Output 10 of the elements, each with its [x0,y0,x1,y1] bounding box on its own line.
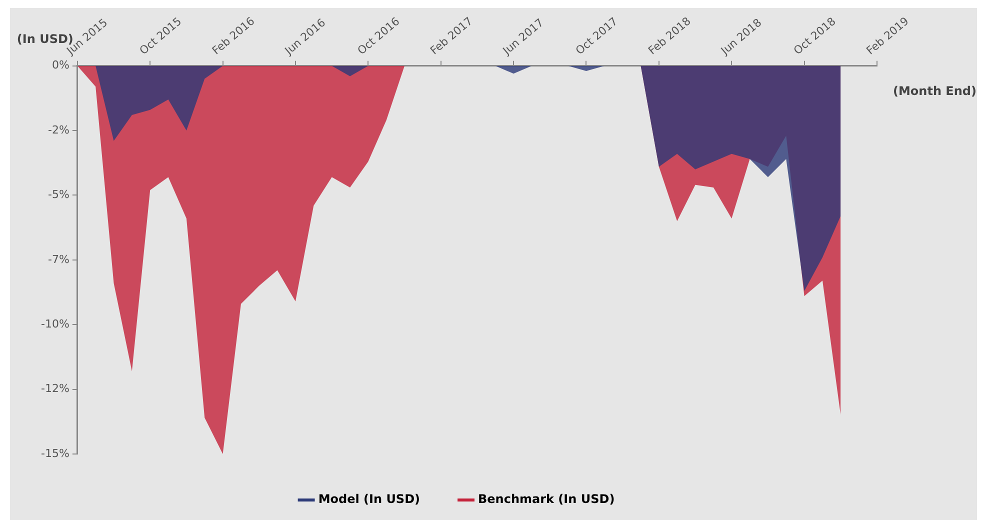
y-tick-label: -15% [40,446,70,460]
legend-label: Model (In USD) [318,492,420,506]
y-tick-label: -10% [40,317,70,330]
y-tick-label: -12% [40,382,70,396]
legend-label: Benchmark (In USD) [478,492,615,506]
y-tick-label: -5% [48,188,70,202]
y-tick-label: -2% [48,123,70,136]
x-axis-title: (Month End) [893,84,976,98]
y-tick-label: 0% [52,58,70,72]
y-tick-label: -7% [48,252,70,266]
